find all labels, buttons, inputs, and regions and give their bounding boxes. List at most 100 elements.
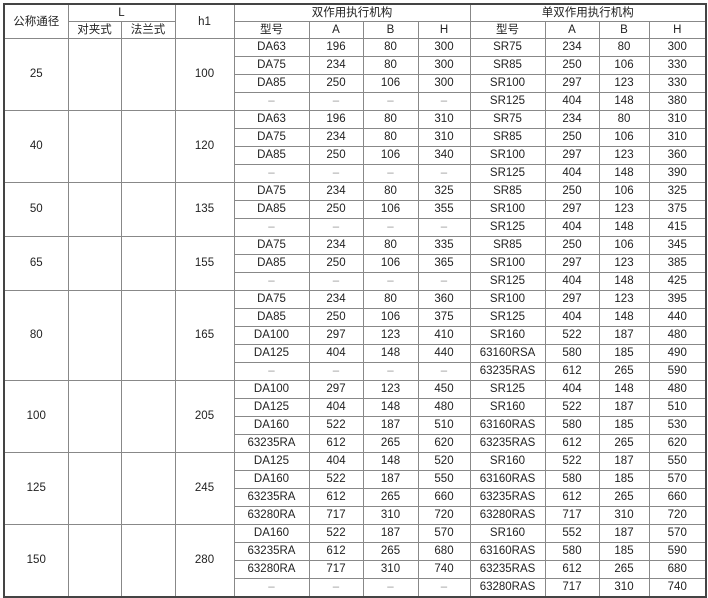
sr-model-cell: 63235RAS xyxy=(469,488,546,507)
da-A-cell: – xyxy=(308,362,364,381)
h1-cell: 100 xyxy=(174,38,235,111)
da-H-cell: 310 xyxy=(417,128,471,147)
da-H-cell: – xyxy=(417,272,471,291)
da-B-cell: – xyxy=(362,362,419,381)
sr-H-cell: 310 xyxy=(648,110,707,129)
sr-B-cell: 80 xyxy=(598,38,650,57)
sr-B-cell: 185 xyxy=(598,542,650,561)
table-row: DA75 234 80 310 SR85 250 106 310 xyxy=(4,128,707,147)
L-wafer-cell xyxy=(67,236,122,291)
sr-A-cell: 612 xyxy=(544,488,600,507)
table-row: – – – – SR125 404 148 415 xyxy=(4,218,707,237)
sr-A-cell: 580 xyxy=(544,542,600,561)
sr-model-cell: SR85 xyxy=(469,236,546,255)
table-row: 80 165 DA75 234 80 360 SR100 297 123 395 xyxy=(3,290,707,381)
sr-B-cell: 106 xyxy=(598,236,650,255)
sr-model-cell: SR125 xyxy=(469,92,546,111)
da-model-cell: 63235RA xyxy=(233,542,310,561)
da-B-cell: 310 xyxy=(362,560,419,579)
da-model-cell: 63280RA xyxy=(233,560,310,579)
header-L-wafer: 对夹式 xyxy=(67,21,122,39)
h1-cell: 280 xyxy=(174,524,235,598)
da-B-cell: – xyxy=(362,92,419,111)
sr-B-cell: 148 xyxy=(598,380,650,399)
da-B-cell: – xyxy=(362,578,419,598)
table-row: DA100 297 123 410 SR160 522 187 480 xyxy=(4,326,707,345)
da-model-cell: 63235RA xyxy=(233,488,310,507)
sr-model-cell: SR125 xyxy=(469,272,546,291)
sr-A-cell: 234 xyxy=(544,110,600,129)
da-H-cell: 480 xyxy=(417,398,471,417)
da-model-cell: DA75 xyxy=(233,56,310,75)
L-flange-cell xyxy=(120,236,176,291)
da-model-cell: DA125 xyxy=(233,398,310,417)
table-row: DA85 250 106 300 SR100 297 123 330 xyxy=(4,74,707,93)
da-model-cell: DA85 xyxy=(233,146,310,165)
sr-A-cell: 580 xyxy=(544,416,600,435)
sr-model-cell: SR85 xyxy=(469,128,546,147)
h1-cell: 205 xyxy=(174,380,235,453)
sr-H-cell: 415 xyxy=(648,218,707,237)
sr-H-cell: 360 xyxy=(648,146,707,165)
da-B-cell: 106 xyxy=(362,254,419,273)
da-A-cell: 196 xyxy=(308,110,364,129)
da-B-cell: 80 xyxy=(362,236,419,255)
sr-H-cell: 310 xyxy=(648,128,707,147)
table-row: 100 205 DA100 297 123 450 SR125 404 148 480 xyxy=(3,380,707,453)
da-H-cell: 325 xyxy=(417,182,471,201)
sr-A-cell: 404 xyxy=(544,164,600,183)
sr-H-cell: 395 xyxy=(648,290,707,309)
da-A-cell: 297 xyxy=(308,326,364,345)
sr-model-cell: 63235RAS xyxy=(469,434,546,453)
da-model-cell: – xyxy=(233,218,310,237)
da-B-cell: 123 xyxy=(362,326,419,345)
L-flange-cell xyxy=(120,38,176,111)
table-row: DA125 404 148 440 63160RSA 580 185 490 xyxy=(4,344,707,363)
nominal-diameter-cell: 150 xyxy=(3,524,69,598)
table-row: DA85 250 106 365 SR100 297 123 385 xyxy=(4,254,707,273)
L-flange-cell xyxy=(120,524,176,598)
da-B-cell: 80 xyxy=(362,38,419,57)
da-A-cell: 612 xyxy=(308,434,364,453)
sr-H-cell: 330 xyxy=(648,74,707,93)
sr-model-cell: SR100 xyxy=(469,74,546,93)
nominal-diameter-cell: 25 xyxy=(3,38,69,111)
table-row: 63280RA 717 310 720 63280RAS 717 310 720 xyxy=(4,506,707,525)
da-H-cell: 510 xyxy=(417,416,471,435)
h1-cell: 135 xyxy=(174,182,235,237)
da-B-cell: 148 xyxy=(362,344,419,363)
h1-cell: 245 xyxy=(174,452,235,525)
da-A-cell: 234 xyxy=(308,236,364,255)
da-A-cell: 612 xyxy=(308,542,364,561)
sr-H-cell: 620 xyxy=(648,434,707,453)
sr-B-cell: 187 xyxy=(598,452,650,471)
header-sr-B: B xyxy=(598,21,650,39)
da-A-cell: 250 xyxy=(308,146,364,165)
sr-model-cell: SR75 xyxy=(469,38,546,57)
sr-model-cell: SR100 xyxy=(469,200,546,219)
da-A-cell: 404 xyxy=(308,344,364,363)
sr-B-cell: 265 xyxy=(598,488,650,507)
da-A-cell: 612 xyxy=(308,488,364,507)
da-H-cell: 360 xyxy=(417,290,471,309)
sr-model-cell: 63160RSA xyxy=(469,344,546,363)
sr-model-cell: SR160 xyxy=(469,398,546,417)
da-H-cell: – xyxy=(417,218,471,237)
da-model-cell: DA63 xyxy=(233,38,310,57)
da-H-cell: 300 xyxy=(417,56,471,75)
table-row: 50 135 DA75 234 80 325 SR85 250 106 325 xyxy=(3,182,707,237)
sr-A-cell: 297 xyxy=(544,290,600,309)
da-H-cell: 335 xyxy=(417,236,471,255)
sr-model-cell: 63160RAS xyxy=(469,542,546,561)
da-model-cell: 63280RA xyxy=(233,506,310,525)
sr-H-cell: 680 xyxy=(648,560,707,579)
sr-B-cell: 106 xyxy=(598,182,650,201)
header-sr-H: H xyxy=(648,21,707,39)
table-row: 40 120 DA63 196 80 310 SR75 234 80 310 xyxy=(3,110,707,183)
header-da-H: H xyxy=(417,21,471,39)
nominal-diameter-cell: 40 xyxy=(3,110,69,183)
table-row: DA125 404 148 480 SR160 522 187 510 xyxy=(4,398,707,417)
da-A-cell: 717 xyxy=(308,506,364,525)
da-model-cell: – xyxy=(233,362,310,381)
sr-model-cell: SR125 xyxy=(469,380,546,399)
